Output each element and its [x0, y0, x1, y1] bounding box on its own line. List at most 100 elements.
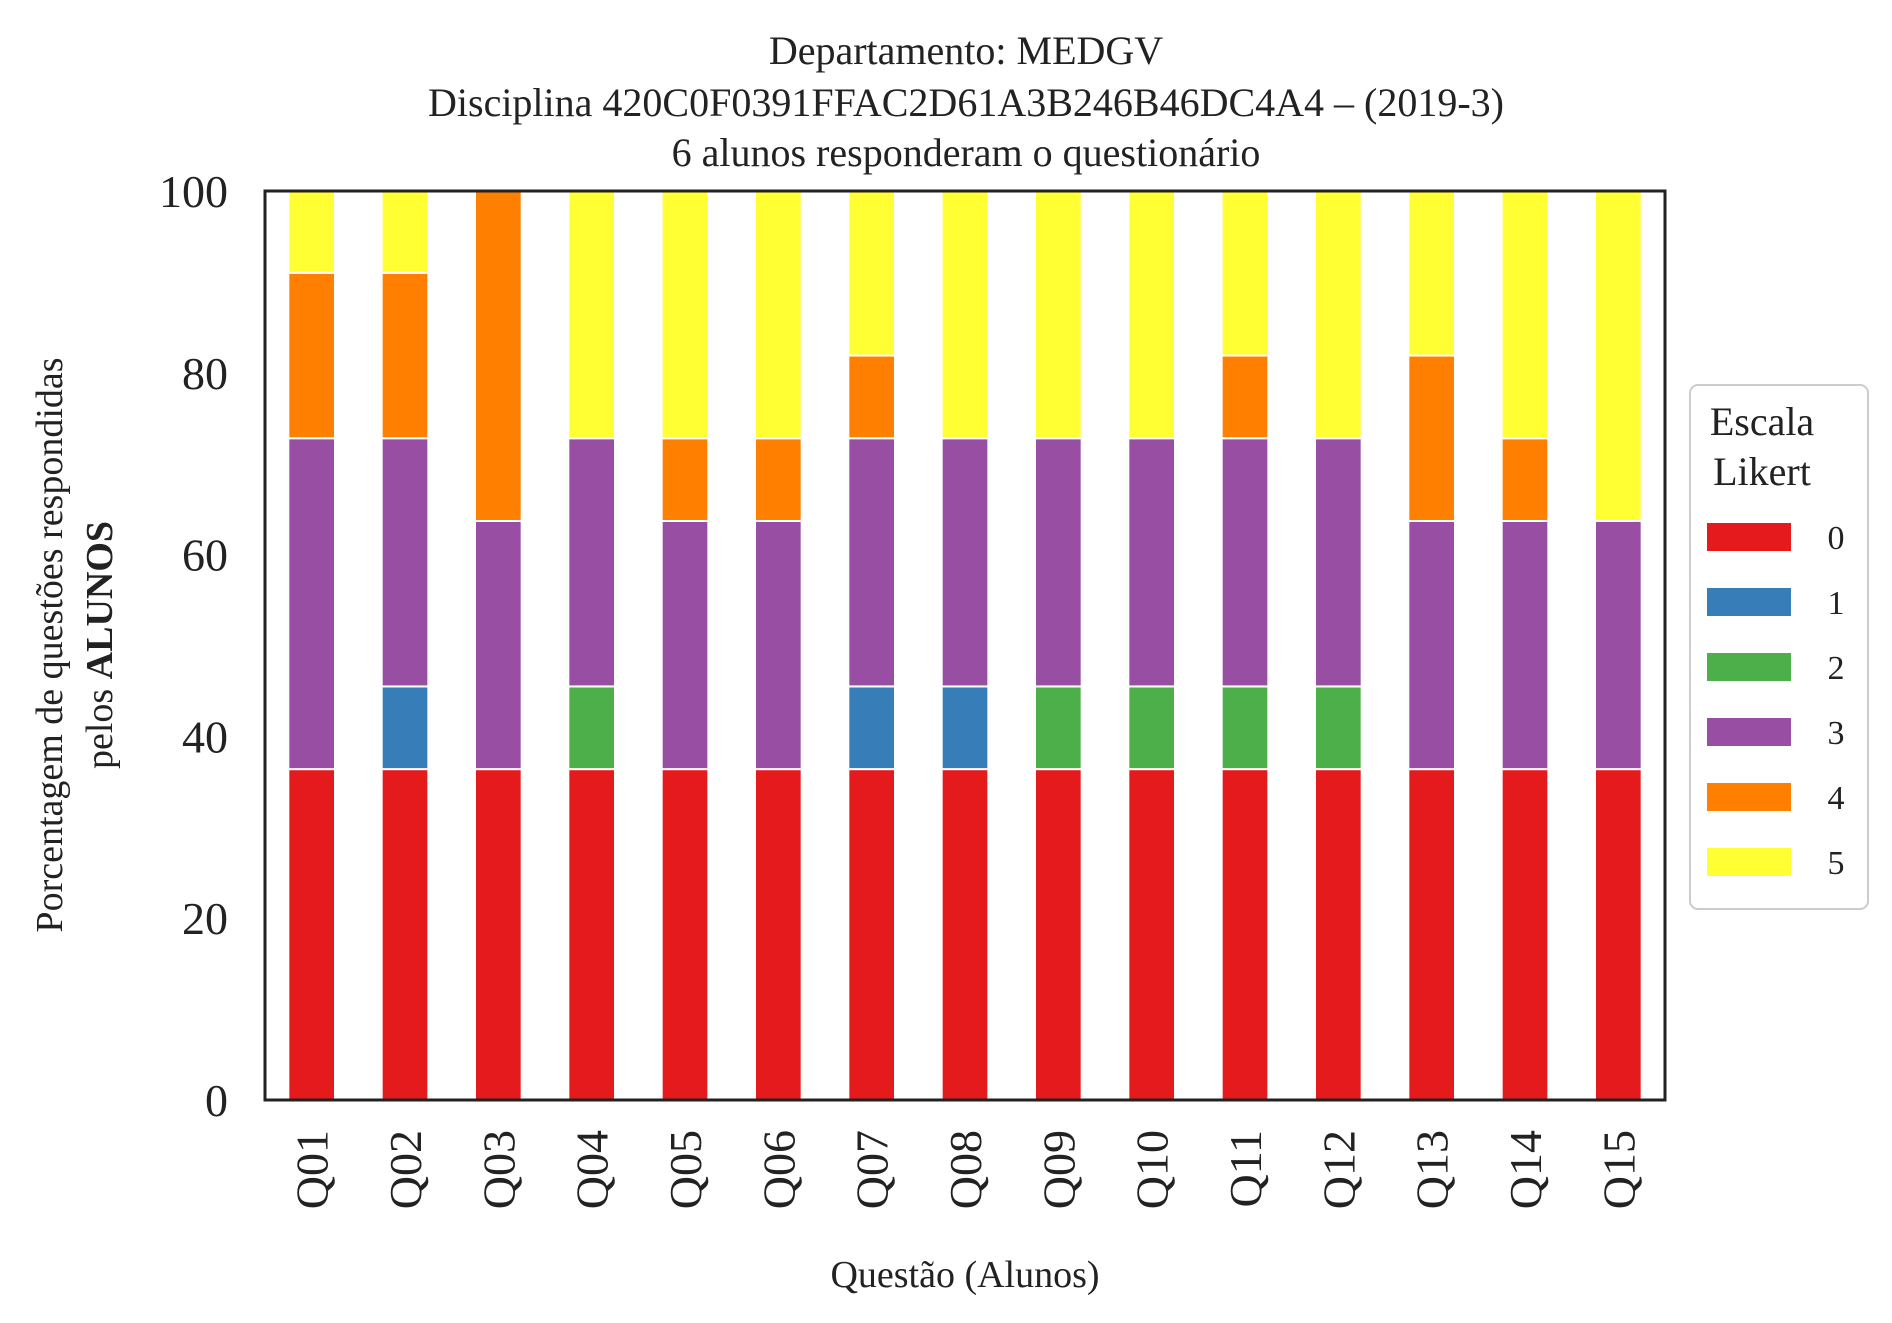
bar-q02-level-3 — [380, 437, 430, 688]
x-axis-label: Questão (Alunos) — [830, 1254, 1099, 1296]
legend-entries: 0 1 2 3 4 5 — [1707, 520, 1845, 882]
y-axis-label-bold: ALUNOS — [79, 521, 121, 679]
title-line-1: Departamento: MEDGV — [769, 28, 1163, 73]
title-line-2: Disciplina 420C0F0391FFAC2D61A3B246B46DC… — [428, 80, 1504, 125]
legend-label-3: 3 — [1828, 715, 1845, 752]
legend-label-5: 5 — [1828, 845, 1845, 882]
bar-q14-level-3 — [1500, 519, 1550, 771]
legend-label-4: 4 — [1828, 780, 1845, 817]
bar-q14-level-4 — [1500, 437, 1550, 522]
bar-q12-level-2 — [1314, 685, 1363, 771]
bar-q10-level-5 — [1127, 189, 1176, 440]
bar-q09-level-2 — [1034, 685, 1083, 771]
x-tick-label-q01: Q01 — [287, 1130, 338, 1209]
bar-q04-level-2 — [567, 685, 617, 771]
bar-q09-level-3 — [1034, 437, 1083, 688]
x-tick-label-q06: Q06 — [753, 1130, 804, 1209]
bar-q07-level-4 — [847, 354, 897, 440]
x-tick-label-q08: Q08 — [940, 1130, 991, 1209]
y-axis-label-line-1: Porcentagem de questões respondidas — [29, 357, 71, 932]
bar-q04-level-0 — [567, 768, 617, 1101]
axes-frame — [263, 189, 1667, 1102]
bar-q03-level-3 — [474, 519, 523, 771]
bar-q01-level-5 — [287, 189, 336, 274]
bar-q06-level-0 — [754, 768, 803, 1101]
bars-layer — [287, 189, 1643, 1101]
bar-q04-level-5 — [567, 189, 617, 440]
x-tick-label-q11: Q11 — [1220, 1130, 1271, 1208]
bar-q10-level-2 — [1127, 685, 1176, 771]
legend: Escala Likert 0 1 2 3 4 5 — [1689, 384, 1869, 910]
bar-q15-level-5 — [1594, 189, 1643, 522]
bar-q05-level-0 — [660, 768, 710, 1101]
bar-q01-level-4 — [287, 271, 336, 440]
y-tick-label-100: 100 — [159, 166, 228, 217]
y-tick-label-80: 80 — [182, 348, 228, 399]
bar-q08-level-0 — [940, 768, 990, 1101]
bar-q14-level-0 — [1500, 768, 1550, 1101]
x-tick-label-q04: Q04 — [567, 1130, 618, 1209]
bar-q11-level-2 — [1220, 685, 1270, 771]
legend-swatch-1 — [1707, 588, 1791, 616]
x-tick-label-q10: Q10 — [1127, 1130, 1178, 1209]
x-tick-label-q07: Q07 — [847, 1130, 898, 1209]
y-tick-label-0: 0 — [205, 1075, 228, 1126]
bar-q13-level-3 — [1407, 519, 1456, 771]
x-tick-label-q14: Q14 — [1500, 1130, 1551, 1209]
y-axis-label-prefix: pelos — [79, 679, 121, 769]
y-tick-label-20: 20 — [182, 893, 228, 944]
legend-frame — [1689, 384, 1869, 910]
y-axis-ticks: 0 20 40 60 80 100 — [159, 166, 228, 1126]
y-tick-label-40: 40 — [182, 711, 228, 762]
bar-q02-level-1 — [380, 685, 430, 771]
bar-q10-level-0 — [1127, 768, 1176, 1101]
bar-q14-level-5 — [1500, 189, 1550, 440]
title-line-3: 6 alunos responderam o questionário — [672, 130, 1261, 175]
bar-q09-level-5 — [1034, 189, 1083, 440]
bar-q11-level-4 — [1220, 354, 1270, 440]
x-tick-label-q03: Q03 — [473, 1130, 524, 1209]
bar-q02-level-5 — [380, 189, 430, 274]
y-axis-label-line-2: pelos ALUNOS — [79, 521, 121, 769]
x-tick-label-q05: Q05 — [660, 1130, 711, 1209]
bar-q13-level-5 — [1407, 189, 1456, 357]
bar-q02-level-0 — [380, 768, 430, 1101]
bar-q11-level-5 — [1220, 189, 1270, 357]
chart-title: Departamento: MEDGV Disciplina 420C0F039… — [428, 28, 1504, 175]
x-tick-label-q09: Q09 — [1033, 1130, 1084, 1209]
legend-label-1: 1 — [1828, 585, 1845, 622]
bar-q11-level-3 — [1220, 437, 1270, 688]
legend-title-line-1: Escala — [1710, 399, 1815, 444]
legend-label-2: 2 — [1828, 650, 1845, 687]
x-tick-label-q13: Q13 — [1407, 1130, 1458, 1209]
y-tick-label-60: 60 — [182, 530, 228, 581]
bar-q03-level-0 — [474, 768, 523, 1101]
bar-q06-level-4 — [754, 437, 803, 522]
bar-q05-level-4 — [660, 437, 710, 522]
x-axis-ticks: Q01 Q02 Q03 Q04 Q05 Q06 Q07 Q08 Q09 Q10 Q11 Q12 Q13 Q… — [287, 1130, 1645, 1209]
bar-q13-level-4 — [1407, 354, 1456, 522]
bar-q07-level-3 — [847, 437, 897, 688]
bar-q15-level-3 — [1594, 519, 1643, 771]
bar-q02-level-4 — [380, 271, 430, 440]
bar-q06-level-5 — [754, 189, 803, 440]
bar-q08-level-5 — [940, 189, 990, 440]
legend-title-line-2: Likert — [1713, 449, 1811, 494]
bar-q05-level-5 — [660, 189, 710, 440]
bar-q12-level-3 — [1314, 437, 1363, 688]
legend-swatch-5 — [1707, 848, 1791, 876]
bar-q15-level-0 — [1594, 768, 1643, 1101]
legend-label-0: 0 — [1828, 520, 1845, 557]
legend-swatch-4 — [1707, 783, 1791, 811]
bar-q01-level-0 — [287, 768, 336, 1101]
bar-q06-level-3 — [754, 519, 803, 771]
bar-q11-level-0 — [1220, 768, 1270, 1101]
bar-q08-level-3 — [940, 437, 990, 688]
x-tick-label-q12: Q12 — [1313, 1130, 1364, 1209]
bar-q13-level-0 — [1407, 768, 1456, 1101]
bar-q05-level-3 — [660, 519, 710, 771]
bar-q12-level-5 — [1314, 189, 1363, 440]
x-tick-label-q02: Q02 — [380, 1130, 431, 1209]
bar-q07-level-0 — [847, 768, 897, 1101]
